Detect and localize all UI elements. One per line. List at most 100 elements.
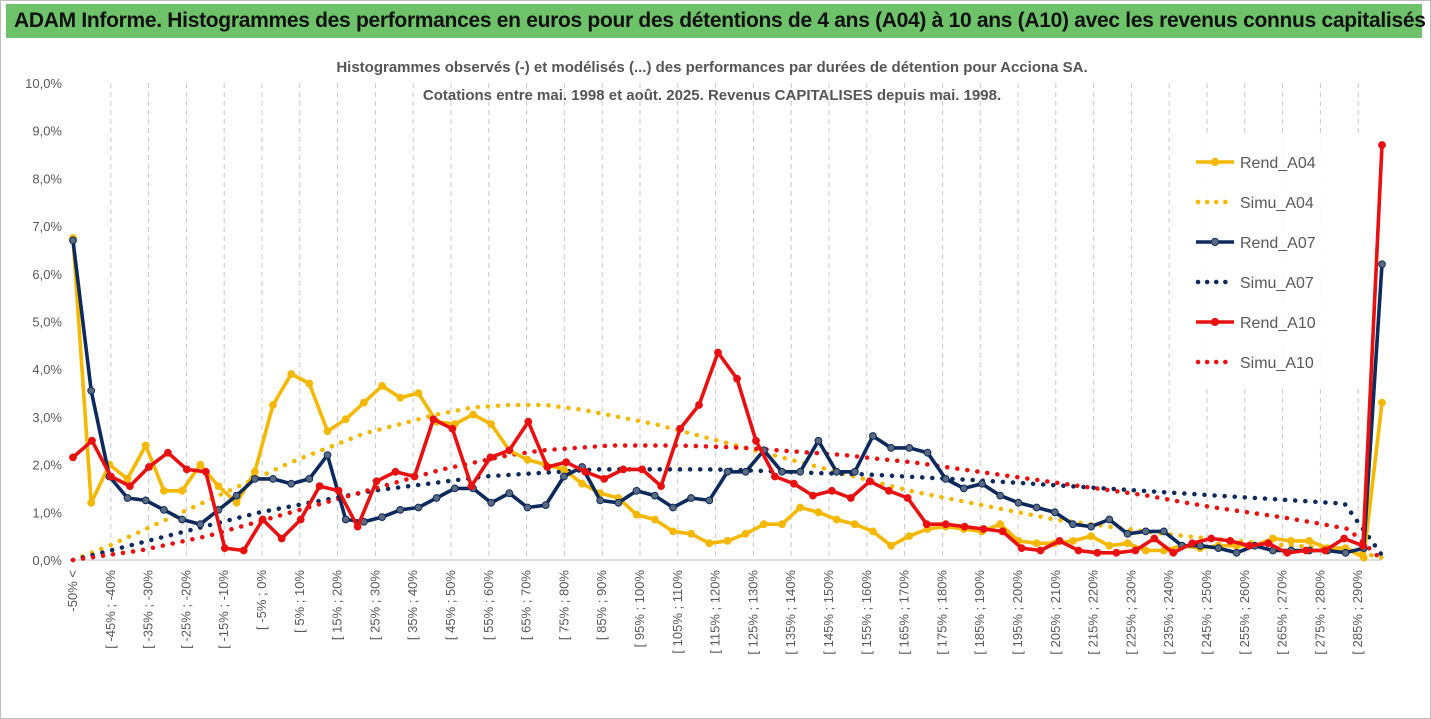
data-point bbox=[1214, 544, 1223, 553]
data-point bbox=[107, 472, 115, 481]
data-point bbox=[1141, 546, 1150, 555]
data-point bbox=[581, 467, 590, 476]
data-point bbox=[996, 520, 1005, 529]
data-point bbox=[657, 482, 665, 491]
data-point bbox=[1150, 534, 1159, 543]
x-tick-label: [ 245% ; 250% bbox=[1199, 570, 1214, 655]
data-point bbox=[1087, 522, 1095, 531]
data-point bbox=[414, 503, 423, 512]
data-point bbox=[562, 458, 571, 467]
x-tick-label: [ 55% ; 60% bbox=[481, 570, 496, 641]
data-point bbox=[87, 386, 96, 395]
data-point bbox=[887, 541, 895, 550]
data-point bbox=[650, 515, 659, 524]
data-point bbox=[1105, 515, 1114, 524]
data-point bbox=[632, 510, 641, 519]
x-tick-label: [ 65% ; 70% bbox=[519, 570, 534, 641]
series-line-simu_a07 bbox=[70, 467, 1385, 563]
data-point bbox=[414, 389, 423, 398]
data-point bbox=[723, 467, 732, 476]
y-axis-ticks: 0,0% 1,0% 2,0% 3,0% 4,0% 5,0% 6,0% 7,0% 8,0% 9,0%… bbox=[25, 76, 62, 568]
data-point bbox=[941, 475, 950, 483]
data-point bbox=[1207, 534, 1216, 543]
data-point bbox=[1131, 546, 1140, 555]
data-point bbox=[676, 424, 684, 433]
data-point bbox=[160, 506, 168, 514]
data-point bbox=[850, 467, 859, 476]
legend-box bbox=[1185, 137, 1360, 387]
data-point bbox=[923, 448, 932, 457]
data-point bbox=[69, 453, 77, 462]
x-tick-label: [ 135% ; 140% bbox=[783, 570, 798, 655]
data-point bbox=[998, 527, 1007, 536]
x-tick-label: [ 75% ; 80% bbox=[556, 570, 571, 641]
data-point bbox=[778, 467, 786, 476]
data-point bbox=[88, 436, 96, 445]
data-point bbox=[1302, 546, 1310, 555]
y-tick-label: 7,0% bbox=[32, 219, 62, 234]
data-point bbox=[250, 475, 259, 483]
x-tick-label: [ 185% ; 190% bbox=[972, 570, 987, 655]
data-point bbox=[323, 427, 332, 436]
x-tick-label: [ 25% ; 30% bbox=[367, 570, 382, 641]
x-tick-label: [ 225% ; 230% bbox=[1123, 570, 1138, 655]
x-tick-label: [ -45% ; -40% bbox=[103, 570, 118, 649]
data-point bbox=[723, 537, 732, 545]
data-point bbox=[814, 508, 823, 517]
data-point bbox=[1093, 548, 1102, 557]
grid bbox=[110, 83, 1359, 560]
x-tick-label: [ 35% ; 40% bbox=[405, 570, 420, 641]
data-point bbox=[695, 401, 703, 409]
y-tick-label: 6,0% bbox=[32, 267, 62, 282]
data-point bbox=[334, 486, 343, 495]
x-tick-label: [ 285% ; 290% bbox=[1350, 570, 1365, 655]
data-point bbox=[258, 515, 267, 524]
data-point bbox=[832, 467, 841, 476]
x-tick-label: [ 45% ; 50% bbox=[443, 570, 458, 641]
data-point bbox=[141, 496, 150, 505]
data-point bbox=[752, 436, 760, 445]
x-tick-label: -50% < bbox=[65, 570, 80, 612]
x-axis-ticks: -50% < [ -45% ; -40% [ -35% ; -30% [ -25% ;… bbox=[65, 570, 1365, 655]
y-tick-label: 2,0% bbox=[32, 458, 62, 473]
data-point bbox=[1340, 534, 1348, 543]
data-point bbox=[1123, 529, 1132, 538]
series-line-simu_a04 bbox=[70, 402, 1385, 563]
data-point bbox=[1378, 141, 1386, 149]
data-point bbox=[341, 515, 350, 524]
data-point bbox=[1378, 260, 1386, 269]
x-tick-label: [ 175% ; 180% bbox=[934, 570, 949, 655]
data-point bbox=[905, 444, 914, 452]
data-point bbox=[296, 515, 305, 524]
data-point bbox=[305, 379, 314, 388]
data-point bbox=[1287, 537, 1295, 545]
data-point bbox=[1264, 539, 1273, 548]
x-tick-label: [ 275% ; 280% bbox=[1312, 570, 1327, 655]
data-point bbox=[827, 486, 836, 495]
data-point bbox=[884, 486, 893, 495]
x-tick-label: [ 125% ; 130% bbox=[745, 570, 760, 655]
data-point bbox=[1032, 503, 1041, 512]
data-point bbox=[372, 477, 381, 486]
legend-label: Simu_A10 bbox=[1240, 355, 1314, 372]
data-point bbox=[524, 417, 533, 426]
legend-label: Simu_A07 bbox=[1240, 275, 1314, 292]
legend-marker bbox=[1210, 237, 1220, 247]
x-tick-label: [ 95% ; 100% bbox=[632, 570, 647, 648]
series-layer bbox=[69, 141, 1386, 563]
x-tick-label: [ -25% ; -20% bbox=[178, 570, 193, 649]
data-point bbox=[287, 479, 296, 488]
data-point bbox=[1123, 539, 1132, 548]
data-point bbox=[1378, 398, 1386, 407]
data-point bbox=[959, 484, 968, 493]
data-point bbox=[487, 420, 496, 429]
data-point bbox=[360, 398, 368, 407]
legend: Rend_A04 Simu_A04 Rend_A07 Simu_A07 Rend_A10… bbox=[1185, 137, 1360, 387]
x-tick-label: [ -5% ; 0% bbox=[254, 570, 269, 630]
data-point bbox=[1105, 541, 1114, 550]
data-point bbox=[487, 498, 496, 507]
legend-label: Simu_A04 bbox=[1240, 195, 1314, 212]
data-point bbox=[214, 482, 223, 491]
data-point bbox=[1050, 508, 1059, 517]
data-point bbox=[315, 482, 324, 491]
